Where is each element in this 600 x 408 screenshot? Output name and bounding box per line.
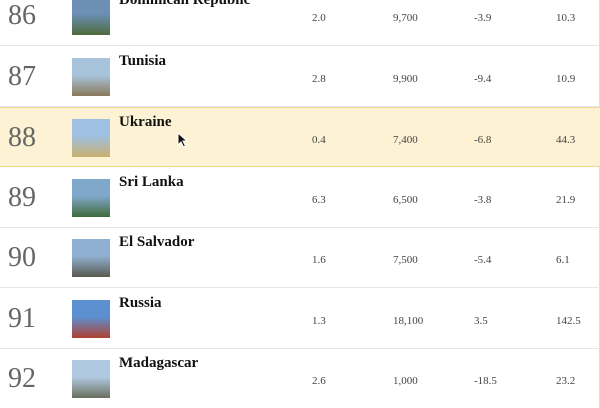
rank: 92 [8, 363, 36, 394]
stat-value: 7,400 [393, 134, 418, 146]
rank: 86 [8, 0, 36, 31]
stat-value: 142.5 [556, 314, 581, 327]
table-row[interactable]: 91 Russia 1.3 18,100 3.5 142.5 [0, 289, 600, 349]
country-thumbnail [72, 239, 110, 277]
country-name: Madagascar [119, 355, 199, 371]
country-name: Tunisia [119, 52, 166, 69]
stat-value: 6,500 [393, 193, 418, 206]
country-thumbnail [72, 360, 110, 398]
country-name: Ukraine [119, 114, 172, 130]
stat-value: 2.8 [312, 72, 326, 85]
table-row[interactable]: 92 Madagascar 2.6 1,000 -18.5 23.2 [0, 349, 600, 408]
table-row[interactable]: 86 Dominican Republic 2.0 9,700 -3.9 10.3 [0, 0, 600, 46]
country-thumbnail [72, 0, 110, 35]
table-row[interactable]: 88 Ukraine 0.4 7,400 -6.8 44.3 [0, 107, 600, 167]
country-name: Dominican Republic [119, 0, 251, 8]
mouse-cursor [177, 132, 189, 148]
stat-value: 3.5 [474, 314, 488, 327]
rank: 91 [8, 302, 36, 334]
rank: 89 [8, 181, 36, 213]
stat-value: 10.3 [556, 12, 576, 24]
rank: 87 [8, 60, 36, 92]
stat-value: 6.1 [556, 254, 570, 266]
country-thumbnail [72, 57, 110, 96]
table-row[interactable]: 87 Tunisia 2.8 9,900 -9.4 10.9 [0, 47, 600, 107]
stat-value: -6.8 [474, 134, 492, 146]
stat-value: 0.4 [312, 134, 326, 146]
country-thumbnail [72, 178, 110, 217]
rank: 90 [8, 242, 36, 273]
stat-value: 1,000 [393, 375, 418, 387]
country-name: El Salvador [119, 234, 195, 250]
country-thumbnail [72, 299, 110, 338]
stat-value: -3.9 [474, 12, 492, 24]
stat-value: 23.2 [556, 375, 576, 387]
stat-value: 9,700 [393, 12, 418, 24]
stat-value: 44.3 [556, 134, 576, 146]
stat-value: 2.6 [312, 375, 326, 387]
table-row[interactable]: 90 El Salvador 1.6 7,500 -5.4 6.1 [0, 228, 600, 288]
country-thumbnail [72, 119, 110, 157]
rank: 88 [8, 122, 36, 153]
stat-value: -5.4 [474, 254, 492, 266]
stat-value: -9.4 [474, 72, 492, 85]
stat-value: 1.6 [312, 254, 326, 266]
stat-value: 7,500 [393, 254, 418, 266]
stat-value: 18,100 [393, 314, 424, 327]
stat-value: 2.0 [312, 12, 326, 24]
stat-value: -18.5 [474, 375, 497, 387]
stat-value: 6.3 [312, 193, 326, 206]
stat-value: -3.8 [474, 193, 492, 206]
country-name: Russia [119, 294, 162, 311]
country-name: Sri Lanka [119, 173, 184, 190]
stat-value: 9,900 [393, 72, 418, 85]
table-row[interactable]: 89 Sri Lanka 6.3 6,500 -3.8 21.9 [0, 168, 600, 228]
stat-value: 1.3 [312, 314, 326, 327]
stat-value: 21.9 [556, 193, 576, 206]
stat-value: 10.9 [556, 72, 576, 85]
